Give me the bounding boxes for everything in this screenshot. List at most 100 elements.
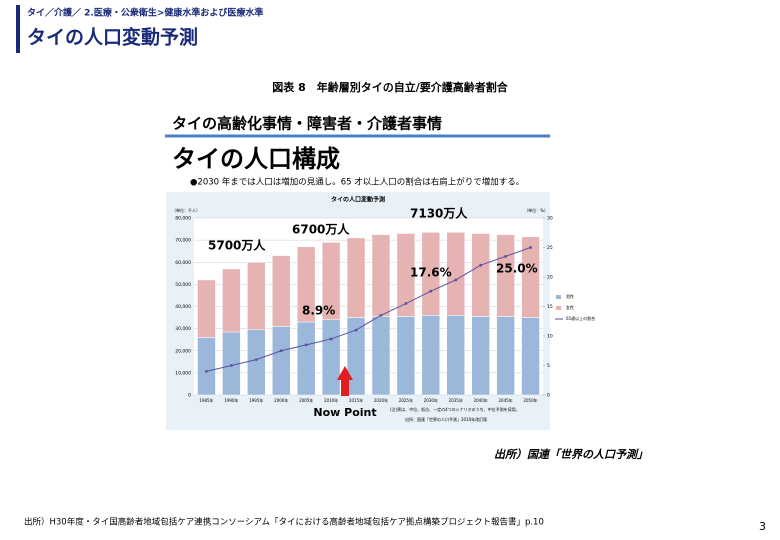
page-number: 3: [759, 520, 766, 533]
y-label: （単位：千人）: [172, 207, 200, 213]
note: 出所：国連「世界の人口予測」2010年改訂版: [405, 416, 487, 422]
chart-title: タイの人口変動予測: [331, 196, 385, 204]
figure-source: 出所）国連「世界の人口予測」: [494, 448, 648, 461]
x-tick-label: 1990年: [224, 397, 238, 403]
bar: [496, 234, 515, 317]
x-tick-label: 2000年: [274, 397, 288, 403]
annotation: 5700万人: [208, 238, 266, 253]
heading: タイの人口構成: [172, 145, 340, 173]
bar: [247, 329, 266, 396]
x-tick-label: 2005年: [299, 397, 313, 403]
bar: [396, 233, 416, 317]
y2-tick-label: 0: [547, 393, 550, 399]
line-point: [205, 370, 208, 373]
line-point: [254, 358, 258, 361]
bar: [321, 319, 341, 396]
x-tick-label: 1995年: [249, 397, 263, 403]
bar: [197, 337, 216, 396]
bar: [396, 316, 416, 396]
y-tick-label: 60,000: [175, 260, 191, 266]
x-tick-label: 2045年: [499, 397, 513, 403]
x-tick-label: 2015年: [349, 397, 363, 403]
y2-tick-label: 20: [547, 275, 553, 281]
line-point: [304, 343, 308, 347]
x-tick-label: 2040年: [474, 397, 488, 403]
bar: [296, 321, 316, 396]
y-tick-label: 80,000: [175, 216, 191, 222]
annotation: 6700万人: [292, 222, 350, 237]
banner: タイの高齢化事情・障害者・介護者事情: [172, 115, 442, 133]
bar: [272, 326, 291, 396]
y-tick-label: 20,000: [175, 348, 191, 354]
annotation: 7130万人: [410, 206, 468, 221]
line-point: [504, 254, 508, 258]
annotation: 8.9%: [302, 304, 335, 318]
y2-tick-label: 5: [547, 363, 550, 369]
slide-title: タイの人口変動予測: [27, 26, 198, 49]
bar: [247, 262, 266, 330]
y2-tick-label: 25: [547, 245, 553, 251]
caption: 図表 8 年齢層別タイの自立/要介護高齢者割合: [272, 80, 508, 94]
y2-label: （単位：%）: [524, 207, 548, 213]
bar: [421, 232, 441, 316]
y-tick-label: 30,000: [175, 326, 191, 332]
bar: [272, 255, 291, 327]
y2-tick-label: 30: [547, 216, 553, 222]
y-tick-label: 50,000: [175, 282, 191, 288]
bar: [421, 315, 441, 396]
legend-label: 女性: [566, 304, 574, 310]
line-point: [329, 337, 333, 341]
annotation: 17.6%: [410, 266, 452, 280]
bar: [222, 331, 241, 396]
bar: [346, 237, 366, 318]
line-point: [279, 349, 283, 353]
line-point: [229, 364, 233, 367]
bar: [321, 242, 341, 321]
line-point: [529, 246, 532, 249]
note: (注)黒は、中位、低位、一定の4つのシナリオのうち、中位予測を採用。: [390, 406, 520, 412]
legend-swatch: [556, 306, 561, 310]
bullet: ●2030 年までは人口は増加の見通し。65 才以上人口の割合は右肩上がりで増加…: [190, 177, 524, 188]
title-bar: [16, 5, 20, 53]
bar: [521, 236, 540, 318]
x-tick-label: 2050年: [523, 397, 537, 403]
breadcrumb: タイ／介護／ 2.医療・公衆衛生>健康水準および医療水準: [27, 7, 263, 19]
bar: [446, 232, 465, 316]
x-tick-label: 2025年: [399, 397, 413, 403]
bar: [222, 268, 241, 333]
bar: [371, 234, 391, 317]
x-tick-label: 2020年: [374, 397, 388, 403]
line-point: [354, 328, 358, 332]
legend-swatch: [556, 295, 561, 299]
bar: [197, 279, 216, 338]
line-point: [404, 302, 408, 305]
line-point: [379, 313, 383, 317]
line-point: [429, 289, 433, 293]
bar: [446, 315, 465, 396]
bar: [496, 316, 515, 396]
bar: [371, 316, 391, 396]
x-tick-label: 2030年: [424, 397, 438, 403]
line: [206, 247, 531, 372]
x-tick-label: 2035年: [449, 397, 463, 403]
bar: [471, 233, 490, 317]
bar: [296, 246, 316, 323]
x-tick-label: 2010年: [324, 397, 338, 403]
y-tick-label: 0: [188, 393, 191, 399]
legend-label: 65歳以上の割合: [566, 315, 595, 321]
footer-source: 出所）H30年度・タイ国高齢者地域包括ケア連携コンソーシアム「タイにおける高齢者…: [24, 517, 544, 528]
y-tick-label: 70,000: [175, 238, 191, 244]
bar: [521, 317, 540, 396]
y-tick-label: 40,000: [175, 304, 191, 310]
bar: [471, 316, 490, 396]
y2-tick-label: 10: [547, 334, 553, 340]
y2-tick-label: 15: [547, 304, 553, 310]
line-point: [479, 263, 483, 267]
y-tick-label: 10,000: [175, 370, 191, 376]
annotation: 25.0%: [496, 262, 538, 276]
x-tick-label: 1985年: [199, 397, 213, 403]
legend-label: 男性: [566, 293, 574, 299]
annotation: Now Point: [313, 406, 376, 419]
line-point: [454, 278, 458, 282]
